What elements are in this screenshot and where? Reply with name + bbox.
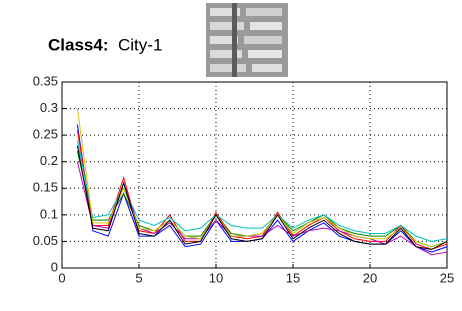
x-tick-label: 15 — [286, 270, 300, 285]
y-tick-label: 0.3 — [40, 100, 58, 115]
series-line — [77, 109, 447, 247]
chart-title-label: Class4: — [48, 35, 108, 54]
chart-title: City-1 — [118, 35, 162, 54]
y-tick-label: 0.35 — [33, 73, 58, 88]
x-tick-label: 5 — [135, 270, 142, 285]
thumbnail — [206, 3, 288, 77]
y-tick-label: 0 — [51, 259, 58, 274]
series-line — [77, 140, 447, 241]
y-tick-label: 0.15 — [33, 180, 58, 195]
x-tick-label: 10 — [209, 270, 223, 285]
y-tick-label: 0.2 — [40, 153, 58, 168]
x-tick-label: 20 — [363, 270, 377, 285]
y-tick-label: 0.05 — [33, 233, 58, 248]
y-tick-label: 0.25 — [33, 127, 58, 142]
y-tick-label: 0.1 — [40, 206, 58, 221]
x-tick-label: 25 — [440, 270, 454, 285]
x-tick-label: 0 — [58, 270, 65, 285]
chart: Class4: City-1 0 0.05 0.1 0.15 0.2 0.25 0.3 0.3… — [0, 0, 462, 311]
series-line — [77, 151, 447, 247]
